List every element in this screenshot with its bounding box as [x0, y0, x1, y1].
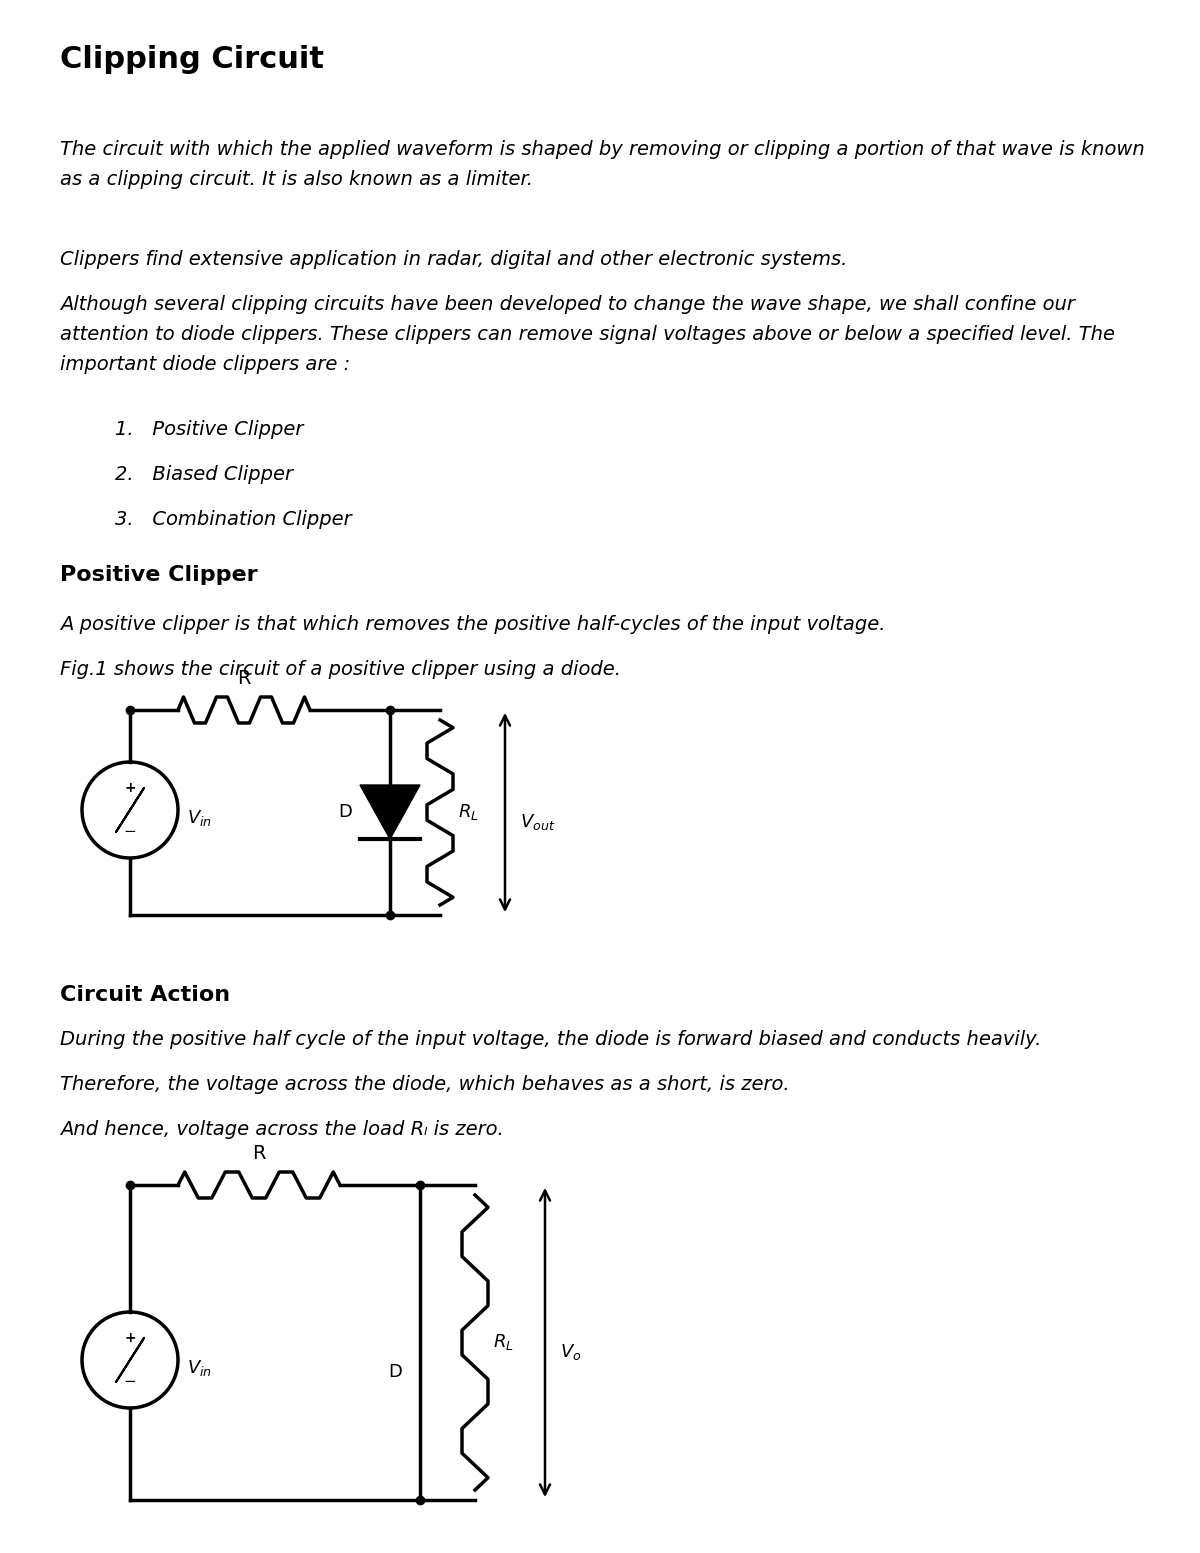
Polygon shape: [360, 784, 420, 839]
Text: The circuit with which the applied waveform is shaped by removing or clipping a : The circuit with which the applied wavef…: [60, 140, 1145, 158]
Text: D: D: [388, 1364, 402, 1381]
Text: $R_L$: $R_L$: [493, 1332, 514, 1353]
Text: D: D: [338, 803, 352, 822]
Text: A positive clipper is that which removes the positive half-cycles of the input v: A positive clipper is that which removes…: [60, 615, 886, 634]
Text: Although several clipping circuits have been developed to change the wave shape,: Although several clipping circuits have …: [60, 295, 1075, 314]
Text: $R_L$: $R_L$: [458, 801, 479, 822]
Text: 1.   Positive Clipper: 1. Positive Clipper: [115, 419, 304, 439]
Text: And hence, voltage across the load Rₗ is zero.: And hence, voltage across the load Rₗ is…: [60, 1120, 504, 1138]
Text: −: −: [124, 1374, 137, 1390]
Text: attention to diode clippers. These clippers can remove signal voltages above or : attention to diode clippers. These clipp…: [60, 325, 1115, 345]
Text: $V_{out}$: $V_{out}$: [520, 812, 556, 832]
Text: Clipping Circuit: Clipping Circuit: [60, 45, 324, 75]
Text: Positive Clipper: Positive Clipper: [60, 565, 258, 585]
Text: 2.   Biased Clipper: 2. Biased Clipper: [115, 464, 293, 485]
Text: Fig.1 shows the circuit of a positive clipper using a diode.: Fig.1 shows the circuit of a positive cl…: [60, 660, 622, 679]
Text: During the positive half cycle of the input voltage, the diode is forward biased: During the positive half cycle of the in…: [60, 1030, 1042, 1048]
Text: Circuit Action: Circuit Action: [60, 985, 230, 1005]
Text: +: +: [124, 781, 136, 795]
Text: as a clipping circuit. It is also known as a limiter.: as a clipping circuit. It is also known …: [60, 169, 533, 189]
Text: $V_{in}$: $V_{in}$: [187, 1357, 212, 1378]
Text: R: R: [238, 669, 251, 688]
Text: $V_o$: $V_o$: [560, 1342, 582, 1362]
Text: important diode clippers are :: important diode clippers are :: [60, 356, 350, 374]
Text: Clippers find extensive application in radar, digital and other electronic syste: Clippers find extensive application in r…: [60, 250, 847, 269]
Text: Therefore, the voltage across the diode, which behaves as a short, is zero.: Therefore, the voltage across the diode,…: [60, 1075, 790, 1093]
Text: R: R: [252, 1145, 265, 1163]
Text: +: +: [124, 1331, 136, 1345]
Text: 3.   Combination Clipper: 3. Combination Clipper: [115, 509, 352, 530]
Text: $V_{in}$: $V_{in}$: [187, 808, 212, 828]
Text: −: −: [124, 825, 137, 840]
